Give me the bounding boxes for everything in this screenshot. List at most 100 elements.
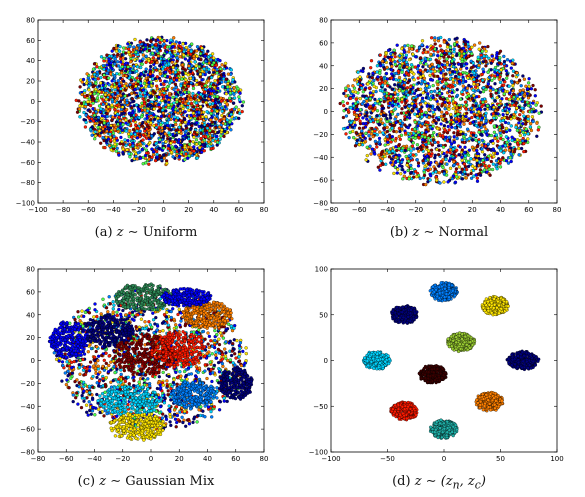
scatter-point bbox=[360, 86, 364, 90]
scatter-point bbox=[519, 146, 524, 151]
scatter-point bbox=[195, 107, 199, 111]
scatter-point bbox=[428, 78, 433, 82]
scatter-point bbox=[378, 64, 383, 68]
scatter-point bbox=[105, 114, 109, 119]
scatter-point bbox=[181, 66, 185, 71]
scatter-point bbox=[519, 84, 523, 88]
scatter-point bbox=[192, 145, 196, 149]
scatter-point bbox=[380, 59, 385, 63]
scatter-point bbox=[389, 157, 394, 161]
scatter-point bbox=[92, 113, 97, 117]
scatter-point bbox=[169, 141, 173, 145]
scatter-point bbox=[406, 168, 410, 173]
scatter-point bbox=[183, 81, 187, 85]
scatter-point bbox=[198, 72, 203, 76]
scatter-point bbox=[447, 135, 451, 140]
scatter-point bbox=[228, 91, 233, 95]
scatter-point bbox=[410, 109, 414, 113]
scatter-point bbox=[463, 154, 468, 158]
scatter-point bbox=[163, 103, 168, 107]
scatter-point bbox=[195, 69, 199, 73]
scatter-point bbox=[402, 83, 406, 87]
scatter-point bbox=[122, 46, 126, 50]
scatter-point bbox=[90, 97, 94, 101]
scatter-point bbox=[93, 78, 97, 82]
scatter-point bbox=[378, 168, 382, 172]
scatter-point bbox=[346, 108, 350, 112]
scatter-point bbox=[181, 42, 185, 46]
scatter-point bbox=[512, 116, 517, 120]
scatter-point bbox=[186, 105, 190, 110]
scatter-point bbox=[358, 96, 362, 101]
scatter-point bbox=[162, 82, 166, 87]
scatter-point bbox=[123, 94, 127, 98]
scatter-point bbox=[369, 132, 374, 136]
scatter-point bbox=[167, 114, 171, 118]
scatter-point bbox=[421, 70, 425, 74]
scatter-point bbox=[113, 127, 117, 132]
scatter-point bbox=[400, 107, 404, 111]
scatter-point bbox=[347, 135, 351, 140]
scatter-point bbox=[147, 133, 151, 138]
scatter-point bbox=[444, 135, 448, 139]
scatter-point bbox=[534, 103, 538, 107]
scatter-point bbox=[212, 56, 216, 60]
scatter-point bbox=[184, 78, 188, 82]
scatter-point bbox=[186, 48, 191, 52]
scatter-point bbox=[177, 125, 181, 130]
scatter-point bbox=[509, 152, 513, 156]
scatter-point bbox=[504, 135, 509, 139]
scatter-point bbox=[493, 136, 497, 140]
scatter-point bbox=[178, 55, 182, 59]
scatter-point bbox=[384, 71, 389, 76]
scatter-point bbox=[488, 85, 493, 90]
scatter-point bbox=[167, 118, 171, 122]
scatter-point bbox=[424, 142, 428, 147]
scatter-point bbox=[364, 158, 368, 162]
scatter-point bbox=[514, 125, 518, 129]
scatter-point bbox=[225, 85, 230, 89]
scatter-point bbox=[102, 121, 106, 125]
scatter-point bbox=[430, 143, 435, 147]
scatter-point bbox=[396, 159, 400, 163]
scatter-point bbox=[341, 115, 346, 120]
scatter-point bbox=[533, 94, 537, 98]
scatter-point bbox=[468, 69, 472, 74]
x-tick-label: 40 bbox=[209, 206, 218, 214]
scatter-point bbox=[380, 109, 384, 113]
scatter-point bbox=[461, 80, 465, 85]
scatter-point bbox=[402, 174, 406, 178]
scatter-point bbox=[175, 78, 179, 82]
scatter-point bbox=[459, 130, 463, 134]
scatter-point bbox=[420, 39, 425, 43]
scatter-point bbox=[492, 154, 496, 159]
scatter-point bbox=[365, 99, 369, 103]
scatter-point bbox=[173, 70, 178, 74]
scatter-point bbox=[368, 115, 372, 119]
scatter-point bbox=[131, 53, 136, 58]
scatter-point bbox=[388, 61, 393, 65]
scatter-point bbox=[506, 121, 511, 125]
scatter-point bbox=[396, 112, 400, 117]
scatter-point bbox=[124, 121, 128, 125]
scatter-point bbox=[418, 61, 423, 65]
scatter-point bbox=[215, 106, 220, 110]
scatter-point bbox=[199, 136, 203, 141]
scatter-point bbox=[393, 51, 397, 56]
scatter-point bbox=[427, 115, 431, 120]
scatter-point bbox=[163, 99, 168, 104]
scatter-point bbox=[463, 42, 468, 47]
scatter-point bbox=[77, 99, 81, 103]
scatter-point bbox=[114, 149, 119, 153]
scatter-point bbox=[376, 75, 380, 79]
scatter-point bbox=[485, 133, 489, 137]
scatter-point bbox=[116, 79, 120, 83]
scatter-point bbox=[220, 63, 224, 67]
scatter-point bbox=[134, 123, 138, 127]
scatter-point bbox=[487, 164, 491, 168]
scatter-point bbox=[194, 78, 199, 83]
scatter-point bbox=[164, 140, 168, 144]
scatter-point bbox=[237, 108, 241, 112]
scatter-point bbox=[139, 65, 143, 70]
scatter-point bbox=[169, 150, 174, 154]
